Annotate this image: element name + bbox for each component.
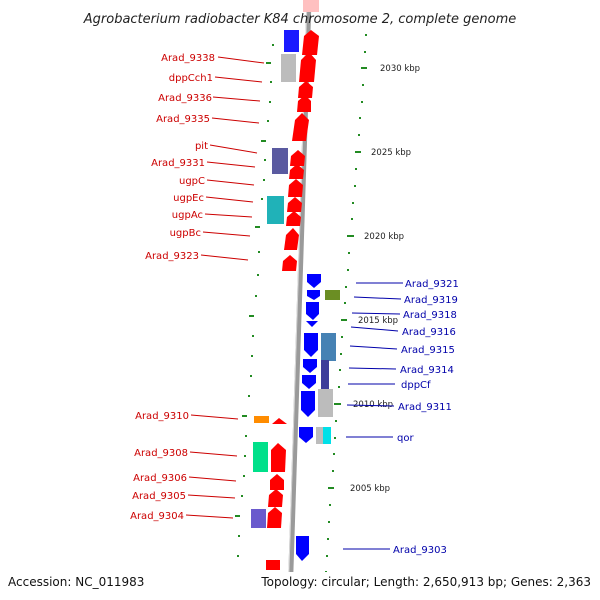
gene-arrow[interactable] (299, 427, 313, 443)
gene-arrow[interactable] (299, 52, 316, 82)
gene-arrow[interactable] (288, 179, 303, 197)
gene-label[interactable]: Arad_9304 (130, 511, 184, 522)
gene-arrow[interactable] (272, 418, 287, 424)
gene-label[interactable]: Arad_9310 (135, 411, 189, 422)
gene-label[interactable]: Arad_9321 (405, 279, 459, 290)
forward-gene-leaders (185, 56, 265, 519)
gene-block[interactable] (303, 0, 319, 12)
ruler-label: 2030 kbp (380, 64, 420, 74)
gene-label[interactable]: Arad_9311 (398, 402, 452, 413)
gene-label[interactable]: Arad_9305 (132, 491, 186, 502)
gene-arrow[interactable] (271, 443, 286, 472)
gene-label[interactable]: Arad_9303 (393, 545, 447, 556)
ruler-label: 2025 kbp (371, 148, 411, 158)
gene-arrow[interactable] (302, 375, 316, 389)
gene-label[interactable]: qor (397, 433, 414, 444)
feature-block[interactable] (267, 196, 284, 224)
feature-block[interactable] (272, 148, 288, 174)
feature-block[interactable] (251, 509, 266, 528)
ruler-label: 2005 kbp (350, 484, 390, 494)
footer-backdrop (0, 572, 600, 600)
gene-label[interactable]: dppCch1 (169, 73, 213, 84)
gene-label[interactable]: ugpBc (170, 228, 201, 239)
gene-arrow[interactable] (306, 321, 318, 327)
gene-arrow[interactable] (284, 228, 299, 250)
gene-arrow[interactable] (289, 164, 304, 179)
gene-label[interactable]: Arad_9331 (151, 158, 205, 169)
gene-label[interactable]: Arad_9316 (402, 327, 456, 338)
feature-block[interactable] (323, 427, 331, 444)
gene-arrow[interactable] (306, 302, 319, 320)
feature-block[interactable] (316, 427, 323, 444)
gene-label[interactable]: pit (195, 141, 208, 152)
gene-label[interactable]: Arad_9319 (404, 295, 458, 306)
gene-arrow[interactable] (268, 489, 283, 507)
forward-gene-labels: Arad_9338 dppCch1 Arad_9336 Arad_9335 pi… (130, 53, 215, 522)
feature-block[interactable] (284, 30, 299, 52)
accession-text: Accession: NC_011983 (8, 575, 144, 589)
inner-tick-ring (235, 44, 274, 574)
ruler-label: 2010 kbp (353, 400, 393, 410)
gene-label[interactable]: ugpC (179, 176, 205, 187)
gene-label[interactable]: Arad_9314 (400, 365, 454, 376)
gene-label[interactable]: Arad_9308 (134, 448, 188, 459)
gene-arrow[interactable] (267, 507, 282, 528)
gene-label[interactable]: Arad_9323 (145, 251, 199, 262)
gene-arrow[interactable] (282, 255, 297, 271)
gene-arrow[interactable] (307, 274, 321, 288)
gene-label[interactable]: dppCf (401, 380, 431, 391)
feature-block[interactable] (253, 442, 268, 472)
gene-arrow[interactable] (292, 113, 309, 141)
feature-block[interactable] (318, 389, 333, 417)
gene-arrow[interactable] (286, 211, 301, 226)
feature-block[interactable] (321, 360, 329, 390)
gene-arrow[interactable] (296, 536, 309, 561)
gene-block[interactable] (266, 560, 280, 570)
gene-label[interactable]: Arad_9336 (158, 93, 212, 104)
map-title: Agrobacterium radiobacter K84 chromosome… (83, 12, 516, 27)
gene-label[interactable]: Arad_9315 (401, 345, 455, 356)
gene-arrow[interactable] (290, 150, 305, 166)
outer-tick-ring (325, 34, 367, 573)
gene-label[interactable]: Arad_9318 (403, 310, 457, 321)
ruler-label: 2020 kbp (364, 232, 404, 242)
gene-arrow[interactable] (303, 359, 317, 373)
gene-label[interactable]: Arad_9306 (133, 473, 187, 484)
gene-label[interactable]: Arad_9335 (156, 114, 210, 125)
gene-arrow[interactable] (298, 81, 313, 98)
gene-label[interactable]: ugpAc (172, 210, 203, 221)
gene-arrow[interactable] (301, 391, 315, 417)
feature-block[interactable] (325, 290, 340, 300)
feature-block[interactable] (321, 333, 336, 361)
reverse-features (316, 290, 340, 444)
reverse-strand-genes (296, 274, 321, 561)
gene-label[interactable]: ugpEc (173, 193, 204, 204)
feature-block[interactable] (254, 416, 269, 423)
gene-arrow[interactable] (287, 197, 302, 212)
feature-block[interactable] (281, 54, 296, 82)
reverse-gene-leaders (343, 282, 403, 550)
ruler-labels: 2030 kbp 2025 kbp 2020 kbp 2015 kbp 2010… (350, 64, 420, 494)
gene-arrow[interactable] (302, 30, 319, 55)
gene-arrow[interactable] (297, 95, 311, 112)
gene-label[interactable]: Arad_9338 (161, 53, 215, 64)
gene-arrow[interactable] (304, 333, 318, 357)
reverse-gene-labels: Arad_9321 Arad_9319 Arad_9318 Arad_9316 … (393, 279, 459, 556)
topology-text: Topology: circular; Length: 2,650,913 bp… (260, 575, 591, 589)
gene-arrow[interactable] (307, 290, 320, 300)
ruler-label: 2015 kbp (358, 316, 398, 326)
gene-arrow[interactable] (270, 474, 284, 490)
